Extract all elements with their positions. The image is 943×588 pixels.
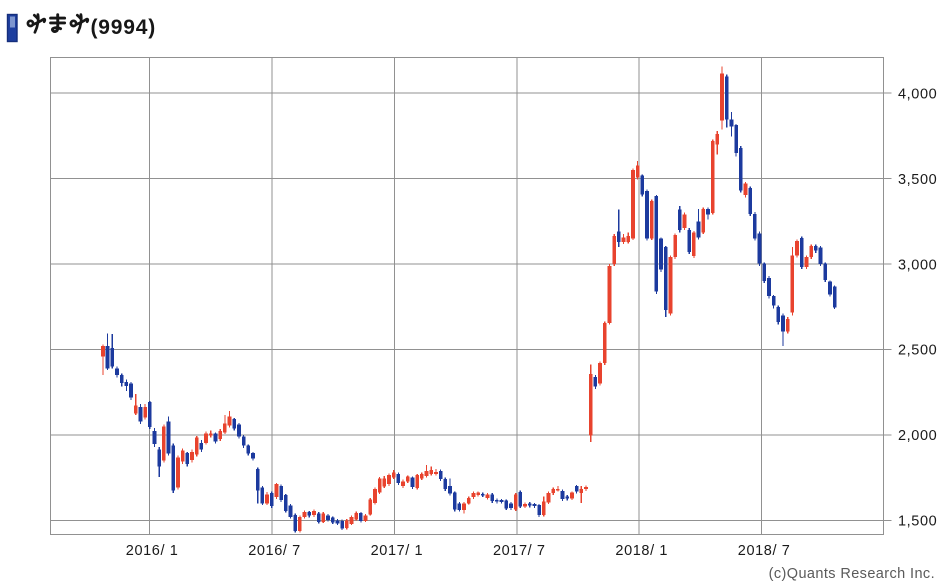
svg-text:4,000: 4,000	[898, 86, 937, 102]
svg-text:2018/ 1: 2018/ 1	[615, 543, 668, 559]
svg-text:1,500: 1,500	[898, 514, 937, 530]
svg-text:2016/ 1: 2016/ 1	[126, 543, 179, 559]
svg-text:2017/ 1: 2017/ 1	[371, 543, 424, 559]
svg-text:3,500: 3,500	[898, 172, 937, 188]
svg-text:3,000: 3,000	[898, 257, 937, 273]
svg-text:(9994): (9994)	[91, 16, 157, 39]
svg-text:2016/ 7: 2016/ 7	[248, 543, 301, 559]
svg-text:2,500: 2,500	[898, 343, 937, 359]
svg-text:2,000: 2,000	[898, 428, 937, 444]
svg-text:2017/ 7: 2017/ 7	[493, 543, 546, 559]
svg-text:(c)Quants Research Inc.: (c)Quants Research Inc.	[769, 566, 935, 582]
svg-text:2018/ 7: 2018/ 7	[738, 543, 791, 559]
